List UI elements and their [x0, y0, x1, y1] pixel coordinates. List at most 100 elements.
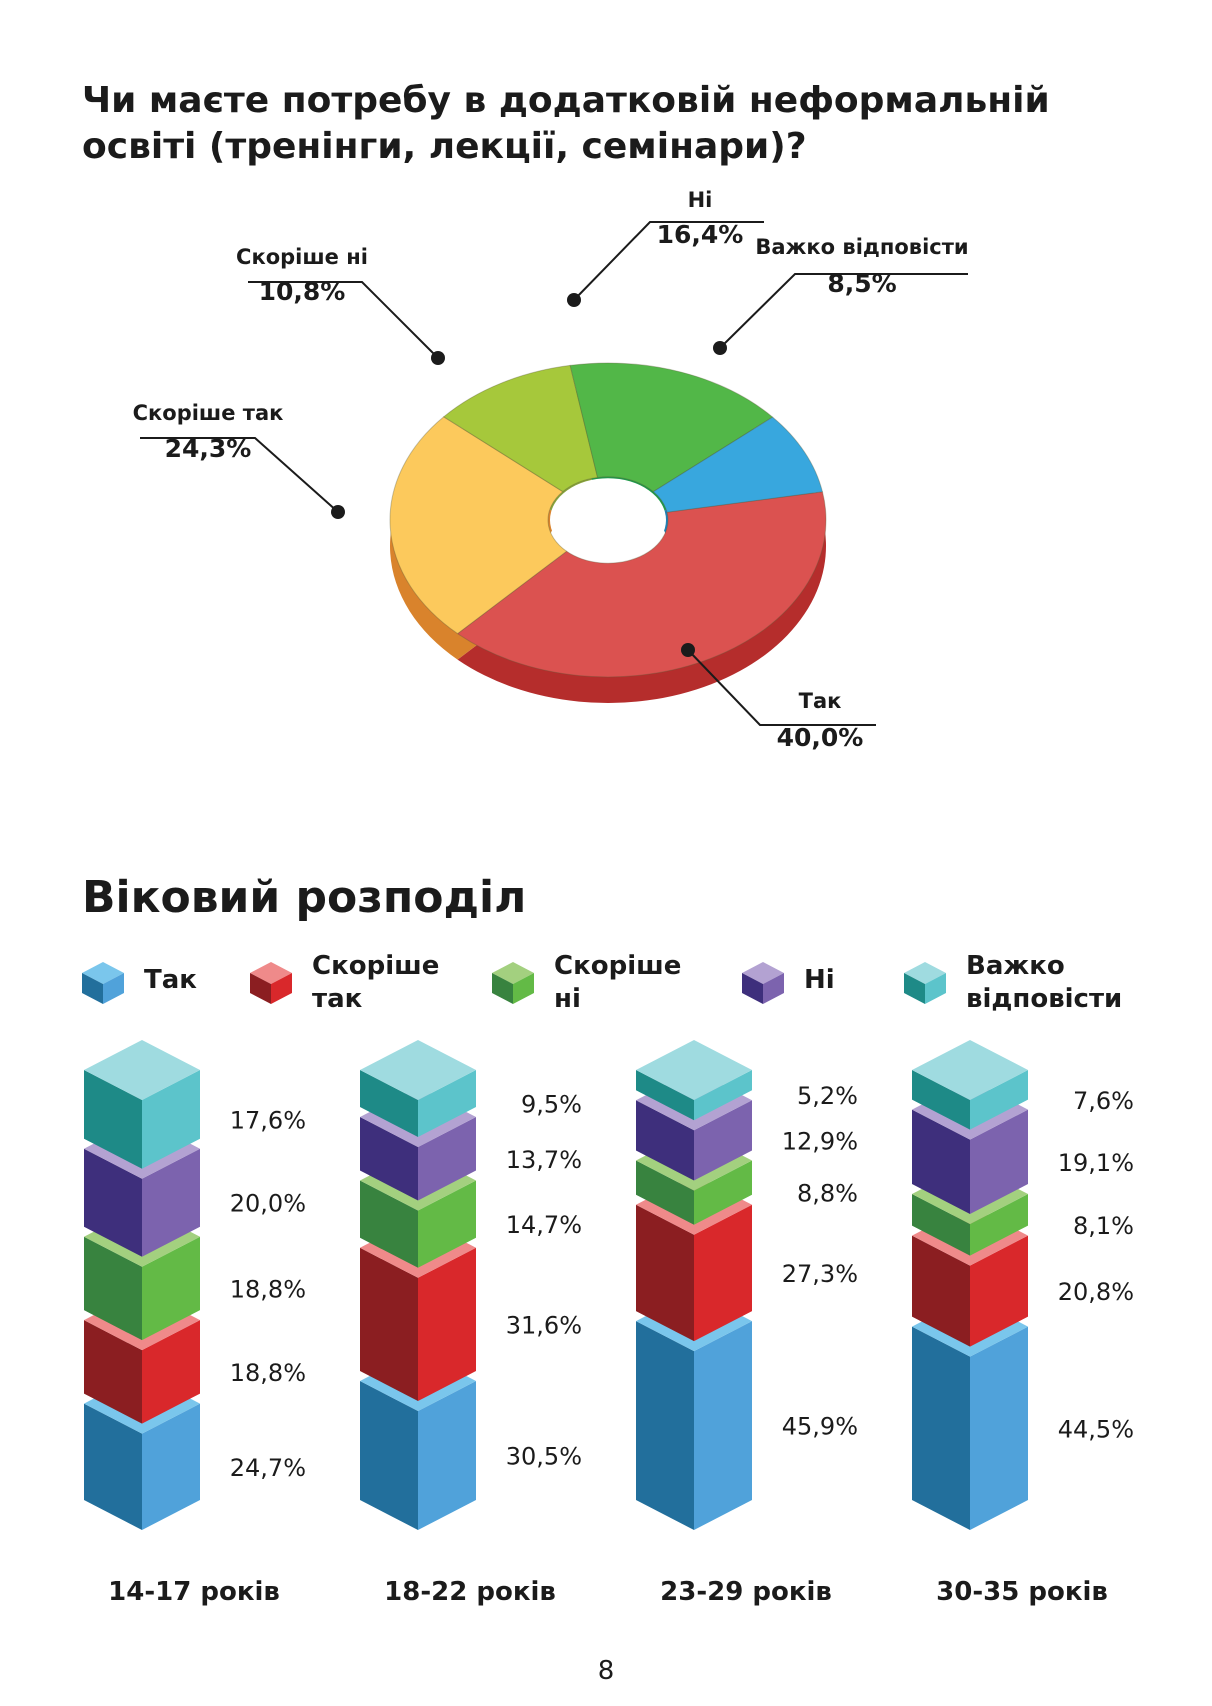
slice-label: Ні	[688, 190, 713, 212]
callout-dot	[681, 643, 695, 657]
cube-right	[763, 973, 784, 1004]
bar-segment-left	[84, 1070, 142, 1169]
cube-right	[103, 973, 124, 1004]
bar-value-label: 13,7%	[506, 1146, 582, 1174]
slice-label: Так	[799, 689, 842, 713]
bar-segment-right	[694, 1160, 752, 1225]
bar-segment-right	[142, 1320, 200, 1424]
cube-right	[271, 973, 292, 1004]
legend-label: Важко відповісти	[966, 951, 1123, 1014]
bar-segment-right	[694, 1321, 752, 1530]
legend-label: Так	[144, 965, 197, 995]
bar-value-label: 18,8%	[230, 1275, 306, 1303]
bar-segment-left	[912, 1194, 970, 1256]
bar-segment-left	[636, 1204, 694, 1342]
slice-value: 16,4%	[657, 220, 744, 249]
callout-line	[573, 221, 764, 301]
bar-segment-left	[912, 1109, 970, 1215]
age-stacked-bars: 24,7% 18,8% 18,8% 20,0% 17,6% 14-17 років 30,5…	[84, 1040, 1134, 1607]
bar-segment-left	[360, 1381, 418, 1530]
category-label: 23-29 років	[660, 1577, 832, 1607]
bar-value-label: 17,6%	[230, 1106, 306, 1134]
category-label: 18-22 років	[384, 1577, 556, 1607]
bar-segment-left	[360, 1247, 418, 1402]
legend-label: Скоріше ні	[554, 951, 682, 1014]
bar-value-label: 45,9%	[782, 1413, 858, 1441]
bar-segment-right	[970, 1109, 1028, 1215]
donut-hole	[550, 478, 666, 562]
bar-segment-right	[694, 1100, 752, 1181]
slice-label: Скоріше ні	[236, 245, 368, 269]
cube-icon	[742, 962, 784, 1004]
bar-segment-right	[694, 1204, 752, 1342]
cube-icon	[250, 962, 292, 1004]
callout-dot	[331, 505, 345, 519]
bar-segment-right	[418, 1180, 476, 1268]
stack-1	[360, 1040, 476, 1530]
bar-segment-left	[636, 1100, 694, 1181]
bar-value-label: 20,8%	[1058, 1278, 1134, 1306]
donut-chart: Так 40,0% Скоріше так 24,3% Скоріше ні 10,8% Н…	[133, 190, 969, 752]
section-title: Віковий розподіл	[82, 872, 527, 923]
stack-2	[636, 1040, 752, 1530]
bar-value-label: 24,7%	[230, 1454, 306, 1482]
slice-value: 8,5%	[827, 269, 896, 298]
bar-segment-right	[970, 1070, 1028, 1130]
slice-value: 24,3%	[165, 434, 252, 463]
bar-segment-left	[636, 1160, 694, 1225]
legend-label: Ні	[804, 965, 835, 995]
stack-0	[84, 1040, 200, 1530]
bar-segment-left	[360, 1117, 418, 1201]
cube-icon	[82, 962, 124, 1004]
bar-segment-left	[912, 1326, 970, 1530]
slice-rather-no	[442, 364, 599, 493]
bar-value-label: 27,3%	[782, 1260, 858, 1288]
cube-left	[904, 973, 925, 1004]
page-title: Чи маєте потребу в додатковій неформальн…	[82, 80, 1050, 167]
cube-icon	[492, 962, 534, 1004]
bar-segment-right	[970, 1235, 1028, 1347]
callout-dot	[567, 293, 581, 307]
legend-label: Скоріше так	[312, 951, 440, 1014]
cube-left	[492, 973, 513, 1004]
bar-segment-top	[84, 1040, 200, 1100]
bar-segment-right	[142, 1236, 200, 1341]
bar-segment-top	[636, 1040, 752, 1100]
bar-segment-left	[84, 1403, 142, 1530]
bar-value-label: 14,7%	[506, 1211, 582, 1239]
callout-dot	[431, 351, 445, 365]
cube-icon	[904, 962, 946, 1004]
bar-segment-right	[418, 1381, 476, 1530]
bar-segment-right	[142, 1070, 200, 1169]
bar-segment-top	[912, 1040, 1028, 1100]
stack-3	[912, 1040, 1028, 1530]
bar-value-label: 8,8%	[797, 1180, 858, 1208]
cube-left	[742, 973, 763, 1004]
slice-hard-to-say	[652, 416, 824, 513]
slice-value: 40,0%	[777, 723, 864, 752]
bar-segment-right	[418, 1117, 476, 1201]
bar-segment-right	[970, 1326, 1028, 1530]
bar-segment-right	[970, 1194, 1028, 1256]
bar-segment-left	[84, 1148, 142, 1257]
slice-label: Важко відповісти	[755, 235, 968, 259]
bar-value-label: 44,5%	[1058, 1415, 1134, 1443]
callout-dot	[713, 341, 727, 355]
slice-yes	[456, 491, 827, 678]
bar-segment-right	[418, 1070, 476, 1138]
slice-label: Скоріше так	[133, 401, 284, 425]
bar-value-label: 12,9%	[782, 1127, 858, 1155]
bar-value-label: 7,6%	[1073, 1087, 1134, 1115]
callout-line	[248, 281, 439, 359]
cube-right	[513, 973, 534, 1004]
bar-segment-left	[360, 1070, 418, 1138]
callout-line	[687, 649, 876, 726]
slice-value: 10,8%	[259, 277, 346, 306]
bar-value-label: 19,1%	[1058, 1149, 1134, 1177]
callout-line	[140, 437, 339, 513]
bar-value-label: 20,0%	[230, 1190, 306, 1218]
bar-segment-left	[636, 1321, 694, 1530]
legend: Так Скоріше так Скоріше ні Ні Важко відп…	[80, 950, 1160, 1030]
callout-line	[719, 273, 968, 349]
category-label: 30-35 років	[936, 1577, 1108, 1607]
